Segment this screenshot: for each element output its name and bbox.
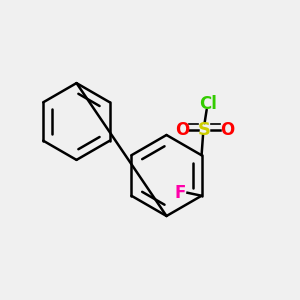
Text: S: S bbox=[198, 121, 211, 139]
Text: Cl: Cl bbox=[199, 95, 217, 113]
Text: O: O bbox=[220, 121, 234, 139]
Text: F: F bbox=[174, 184, 186, 202]
Text: O: O bbox=[175, 121, 189, 139]
